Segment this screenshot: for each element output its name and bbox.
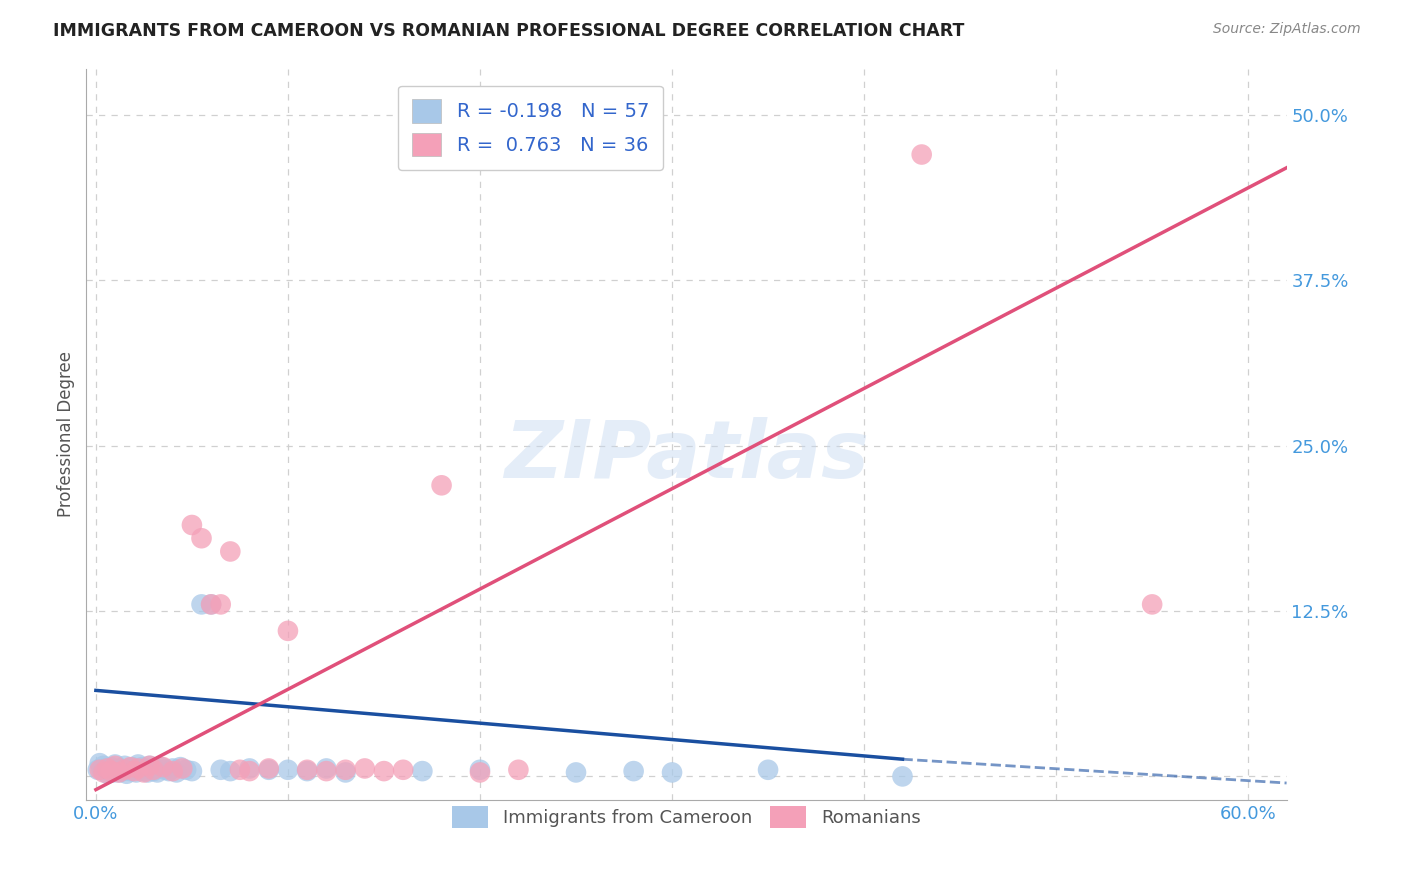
Point: [146, 765, 169, 780]
Point: [315, 762, 337, 776]
Point: [219, 544, 242, 558]
Point: [172, 762, 194, 776]
Point: [190, 598, 212, 612]
Point: [157, 764, 180, 778]
Point: [295, 763, 318, 777]
Point: [100, 764, 122, 778]
Point: [87, 763, 110, 777]
Point: [94, 762, 117, 776]
Point: [101, 765, 124, 780]
Point: [108, 765, 131, 780]
Point: [209, 763, 232, 777]
Point: [108, 765, 131, 780]
Point: [238, 762, 260, 776]
Point: [89, 756, 111, 771]
Point: [104, 757, 127, 772]
Point: [468, 765, 491, 780]
Point: [200, 598, 222, 612]
Point: [335, 763, 357, 777]
Point: [110, 762, 132, 776]
Point: [142, 763, 165, 777]
Y-axis label: Professional Degree: Professional Degree: [58, 351, 75, 517]
Text: ZIPatlas: ZIPatlas: [503, 417, 869, 495]
Point: [162, 762, 184, 776]
Point: [166, 765, 188, 780]
Point: [209, 598, 232, 612]
Point: [127, 757, 149, 772]
Point: [142, 764, 165, 778]
Point: [138, 759, 160, 773]
Point: [190, 531, 212, 545]
Point: [111, 764, 134, 778]
Point: [756, 763, 779, 777]
Point: [335, 765, 357, 780]
Point: [124, 764, 146, 778]
Point: [104, 759, 127, 773]
Point: [430, 478, 453, 492]
Point: [353, 762, 375, 776]
Point: [219, 764, 242, 778]
Point: [115, 766, 138, 780]
Text: Source: ZipAtlas.com: Source: ZipAtlas.com: [1213, 22, 1361, 37]
Point: [229, 763, 252, 777]
Point: [141, 763, 163, 777]
Point: [100, 760, 122, 774]
Point: [180, 518, 202, 533]
Point: [120, 760, 142, 774]
Point: [93, 765, 115, 780]
Legend: Immigrants from Cameroon, Romanians: Immigrants from Cameroon, Romanians: [446, 798, 928, 835]
Point: [96, 766, 118, 780]
Point: [135, 762, 157, 776]
Point: [295, 764, 318, 778]
Point: [277, 624, 299, 638]
Point: [121, 760, 143, 774]
Text: IMMIGRANTS FROM CAMEROON VS ROMANIAN PROFESSIONAL DEGREE CORRELATION CHART: IMMIGRANTS FROM CAMEROON VS ROMANIAN PRO…: [53, 22, 965, 40]
Point: [238, 764, 260, 778]
Point: [93, 759, 115, 773]
Point: [373, 764, 395, 778]
Point: [132, 764, 155, 778]
Point: [169, 760, 191, 774]
Point: [315, 764, 337, 778]
Point: [136, 765, 159, 780]
Point: [120, 764, 142, 778]
Point: [125, 765, 148, 780]
Point: [129, 763, 152, 777]
Point: [891, 769, 914, 783]
Point: [96, 762, 118, 776]
Point: [180, 764, 202, 778]
Point: [257, 762, 280, 776]
Point: [105, 763, 128, 777]
Point: [131, 760, 153, 774]
Point: [468, 763, 491, 777]
Point: [132, 765, 155, 780]
Point: [138, 759, 160, 773]
Point: [911, 147, 934, 161]
Point: [565, 765, 588, 780]
Point: [153, 763, 176, 777]
Point: [661, 765, 683, 780]
Point: [174, 763, 197, 777]
Point: [392, 763, 415, 777]
Point: [257, 763, 280, 777]
Point: [127, 762, 149, 776]
Point: [114, 763, 136, 777]
Point: [124, 763, 146, 777]
Point: [1140, 598, 1163, 612]
Point: [89, 763, 111, 777]
Point: [508, 763, 530, 777]
Point: [277, 763, 299, 777]
Point: [150, 760, 173, 774]
Point: [114, 759, 136, 773]
Point: [117, 762, 139, 776]
Point: [162, 764, 184, 778]
Point: [145, 762, 167, 776]
Point: [98, 764, 121, 778]
Point: [152, 760, 174, 774]
Point: [411, 764, 433, 778]
Point: [623, 764, 645, 778]
Point: [90, 763, 112, 777]
Point: [200, 598, 222, 612]
